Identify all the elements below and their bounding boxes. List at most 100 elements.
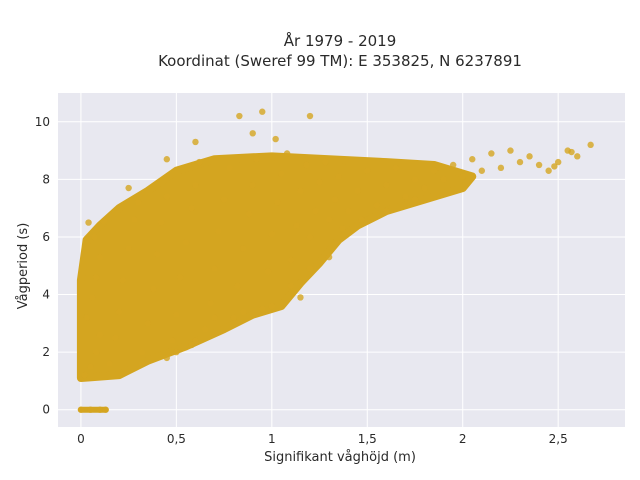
- scatter-point: [264, 268, 272, 275]
- scatter-point: [354, 187, 361, 195]
- scatter-point: [551, 163, 558, 170]
- scatter-point: [220, 196, 228, 203]
- x-tick-label: 1: [268, 432, 276, 446]
- scatter-point: [430, 167, 438, 174]
- scatter-point: [192, 337, 199, 344]
- scatter-point: [274, 199, 281, 206]
- scatter-point: [100, 217, 108, 225]
- scatter-point: [150, 285, 157, 292]
- scatter-point: [211, 265, 218, 272]
- scatter-point: [322, 158, 329, 166]
- scatter-point: [287, 256, 295, 264]
- scatter-point: [306, 265, 314, 272]
- scatter-point: [302, 161, 310, 169]
- scatter-point: [554, 158, 562, 166]
- scatter-point: [449, 161, 457, 169]
- scatter-point: [259, 305, 266, 313]
- scatter-point: [306, 233, 314, 241]
- scatter-point: [245, 210, 253, 218]
- scatter-point: [411, 196, 419, 203]
- scatter-point: [297, 187, 304, 195]
- scatter-point: [192, 181, 199, 189]
- scatter-point: [335, 173, 342, 180]
- scatter-point: [478, 167, 486, 174]
- scatter-point: [102, 406, 109, 413]
- y-tick-label: 2: [42, 345, 50, 359]
- scatter-point: [253, 156, 260, 163]
- scatter-point: [516, 158, 524, 166]
- scatter-point: [259, 108, 266, 115]
- scatter-point: [188, 204, 195, 212]
- scatter-point: [157, 219, 165, 226]
- scatter-point: [249, 181, 256, 189]
- x-tick-label: 1,5: [358, 432, 377, 446]
- scatter-point: [325, 216, 333, 223]
- scatter-point: [211, 314, 218, 321]
- scatter-point: [96, 406, 104, 413]
- scatter-point: [92, 274, 100, 281]
- y-tick-label: 6: [42, 230, 50, 244]
- scatter-point: [239, 308, 247, 316]
- scatter-point: [249, 130, 256, 137]
- scatter-point: [112, 334, 119, 341]
- scatter-point: [134, 199, 142, 206]
- y-tick-label: 4: [42, 288, 50, 302]
- scatter-point: [392, 164, 400, 172]
- scatter-point: [364, 167, 371, 174]
- scatter-point: [196, 158, 203, 166]
- scatter-point: [497, 164, 505, 172]
- scatter-point: [87, 363, 94, 370]
- scatter-point: [115, 308, 123, 316]
- scatter-point: [325, 253, 333, 261]
- scatter-point: [138, 360, 146, 367]
- scatter-point: [421, 184, 428, 192]
- scatter-point: [331, 196, 339, 203]
- y-tick-label: 10: [35, 115, 50, 129]
- scatter-point: [268, 230, 276, 238]
- scatter-point: [163, 156, 171, 163]
- scatter-point: [106, 360, 113, 367]
- scatter-point: [85, 219, 92, 226]
- scatter-point: [182, 239, 190, 246]
- scatter-point: [272, 135, 279, 143]
- scatter-point: [574, 153, 581, 160]
- scatter-point: [96, 331, 104, 339]
- y-axis-title: Vågperiod (s): [16, 223, 31, 310]
- scatter-point: [287, 282, 295, 290]
- scatter-point: [545, 167, 552, 174]
- scatter-point: [526, 153, 533, 160]
- scatter-point: [402, 193, 409, 200]
- scatter-point: [154, 251, 161, 258]
- scatter-point: [488, 150, 495, 157]
- scatter-point: [207, 299, 214, 307]
- x-tick-label: 0: [77, 432, 85, 446]
- scatter-point: [169, 337, 176, 344]
- scatter-point: [339, 225, 346, 232]
- x-tick-label: 2,5: [549, 432, 568, 446]
- scatter-point: [144, 320, 151, 327]
- scatter-point: [176, 274, 184, 281]
- x-tick-label: 0,5: [167, 432, 186, 446]
- scatter-point: [119, 276, 127, 284]
- chart-title-line1: År 1979 - 2019: [284, 31, 397, 50]
- scatter-point: [138, 348, 146, 356]
- scatter-density-region: [76, 152, 477, 383]
- scatter-point: [278, 170, 285, 177]
- scatter-point: [344, 207, 352, 215]
- scatter-point: [163, 354, 171, 362]
- scatter-point: [568, 148, 575, 156]
- scatter-point: [411, 176, 419, 183]
- x-tick-label: 2: [459, 432, 467, 446]
- scatter-point: [507, 147, 514, 154]
- scatter-point: [188, 341, 195, 349]
- scatter-point: [173, 348, 180, 356]
- scatter-point: [91, 233, 98, 241]
- scatter-point: [383, 181, 390, 189]
- scatter-point: [312, 207, 319, 215]
- scatter-point: [383, 207, 390, 215]
- scatter-point: [131, 216, 138, 223]
- scatter-point: [293, 222, 300, 229]
- scatter-point: [373, 202, 381, 209]
- scatter-point: [236, 112, 243, 120]
